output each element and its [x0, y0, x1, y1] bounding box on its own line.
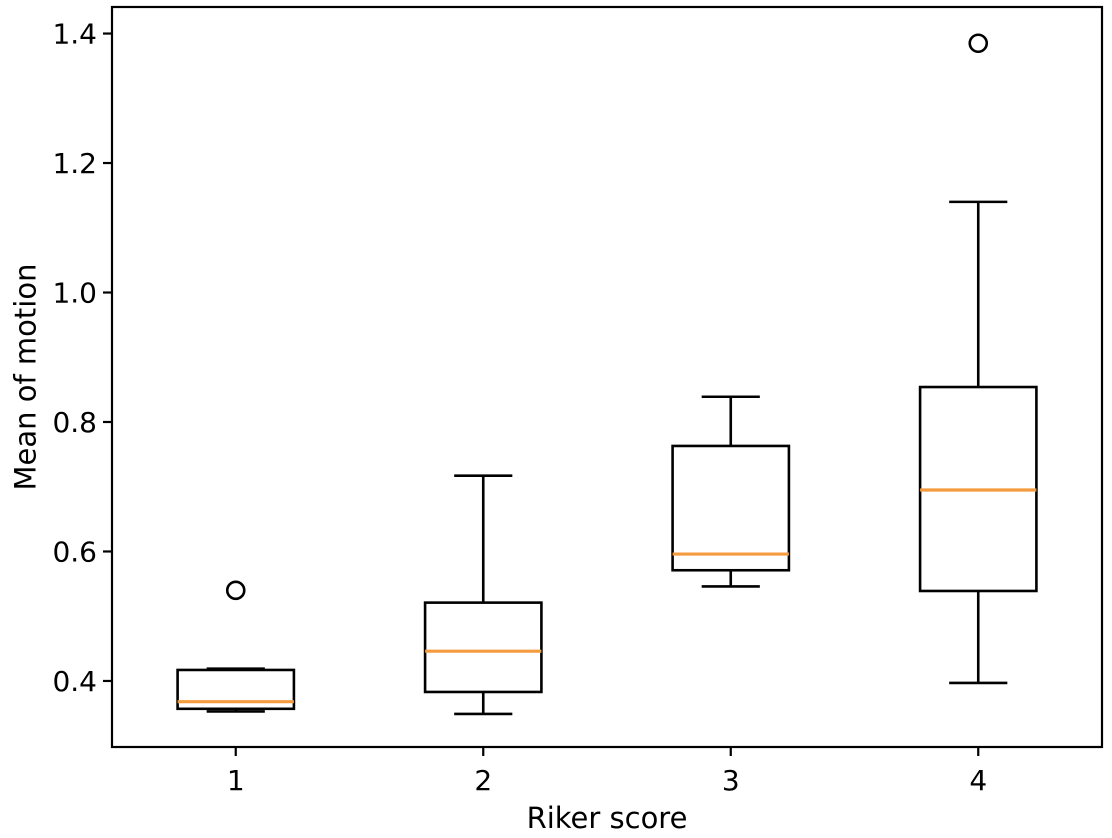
y-tick-label: 1.4	[52, 18, 97, 51]
outlier-marker	[225, 580, 246, 601]
y-tick-label: 0.6	[52, 535, 97, 568]
x-tick-label: 4	[969, 764, 987, 797]
y-tick-label: 1.2	[52, 147, 97, 180]
y-tick-label: 0.8	[52, 406, 97, 439]
box-group-3	[671, 395, 791, 588]
x-tick-label: 1	[227, 764, 245, 797]
iqr-box	[423, 601, 543, 694]
x-tick-label: 2	[474, 764, 492, 797]
x-axis-label: Riker score	[526, 801, 688, 835]
iqr-box	[176, 668, 296, 711]
iqr-box	[671, 444, 791, 572]
axes-frame	[110, 5, 1104, 749]
outlier-marker	[968, 33, 989, 54]
y-tick-label: 0.4	[52, 665, 97, 698]
box-group-4	[918, 33, 1038, 685]
y-tick-label: 1.0	[52, 277, 97, 310]
box-group-2	[423, 474, 543, 716]
box-group-1	[176, 580, 296, 713]
y-axis-label: Mean of motion	[8, 263, 43, 491]
x-tick-label: 3	[722, 764, 740, 797]
